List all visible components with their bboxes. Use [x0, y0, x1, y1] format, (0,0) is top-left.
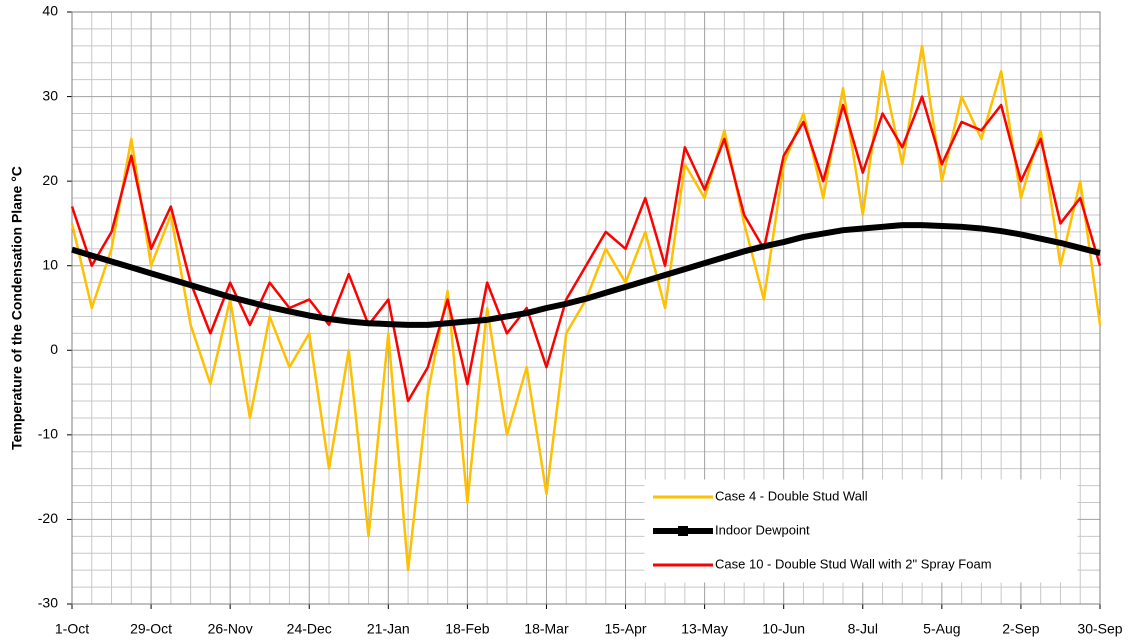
- legend-marker: [678, 526, 688, 536]
- y-tick-label: -20: [38, 510, 58, 526]
- y-tick-label: -30: [38, 595, 58, 611]
- x-tick-label: 8-Jul: [848, 621, 878, 637]
- y-axis-label: Temperature of the Condensation Plane °C: [9, 166, 25, 450]
- plot-frame: [71, 11, 1101, 605]
- series-line: [71, 222, 1101, 328]
- x-tick-label: 2-Sep: [1002, 621, 1040, 637]
- y-tick-label: 10: [42, 256, 58, 272]
- x-tick-label: 18-Feb: [445, 621, 490, 637]
- x-tick-label: 26-Nov: [208, 621, 253, 637]
- x-tick-label: 30-Sep: [1077, 621, 1122, 637]
- x-tick-label: 29-Oct: [130, 621, 172, 637]
- x-tick-label: 18-Mar: [524, 621, 569, 637]
- y-tick-label: 30: [42, 87, 58, 103]
- x-tick-label: 13-May: [681, 621, 728, 637]
- x-tick-label: 10-Jun: [762, 621, 805, 637]
- series-line: [70, 95, 1102, 403]
- legend-label: Case 4 - Double Stud Wall: [715, 488, 868, 503]
- legend-box: [644, 479, 1078, 583]
- legend-label: Case 10 - Double Stud Wall with 2" Spray…: [715, 556, 992, 571]
- y-tick-label: -10: [38, 426, 58, 442]
- x-tick-label: 5-Aug: [923, 621, 960, 637]
- y-tick-label: 40: [42, 3, 58, 19]
- x-tick-label: 24-Dec: [287, 621, 332, 637]
- y-tick-label: 0: [50, 341, 58, 357]
- x-tick-label: 15-Apr: [605, 621, 647, 637]
- x-tick-label: 1-Oct: [55, 621, 89, 637]
- x-tick-label: 21-Jan: [367, 621, 410, 637]
- legend-label: Indoor Dewpoint: [715, 522, 810, 537]
- y-tick-label: 20: [42, 172, 58, 188]
